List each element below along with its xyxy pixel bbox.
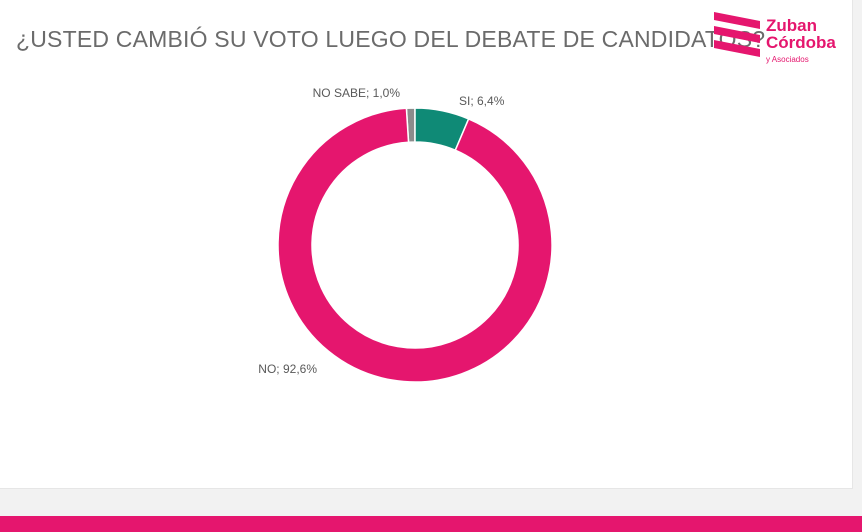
- logo-line-1: Zuban: [766, 16, 817, 35]
- logo-stripes-icon: [714, 12, 760, 57]
- data-label-no-sabe: NO SABE; 1,0%: [313, 86, 401, 100]
- data-label-si: SI; 6,4%: [459, 94, 505, 108]
- donut-chart: NO SABE; 1,0% SI; 6,4% NO; 92,6%: [258, 86, 553, 383]
- company-logo: Zuban Córdoba y Asociados: [714, 12, 854, 68]
- chart-title: ¿USTED CAMBIÓ SU VOTO LUEGO DEL DEBATE D…: [16, 26, 766, 52]
- logo-text: Zuban Córdoba: [766, 17, 836, 51]
- logo-line-3: y Asociados: [766, 55, 809, 64]
- slice-no: [277, 107, 553, 383]
- logo-line-2: Córdoba: [766, 33, 836, 52]
- bottom-bar: [0, 516, 862, 532]
- chart-panel: ¿USTED CAMBIÓ SU VOTO LUEGO DEL DEBATE D…: [0, 0, 853, 489]
- data-label-no: NO; 92,6%: [258, 362, 317, 376]
